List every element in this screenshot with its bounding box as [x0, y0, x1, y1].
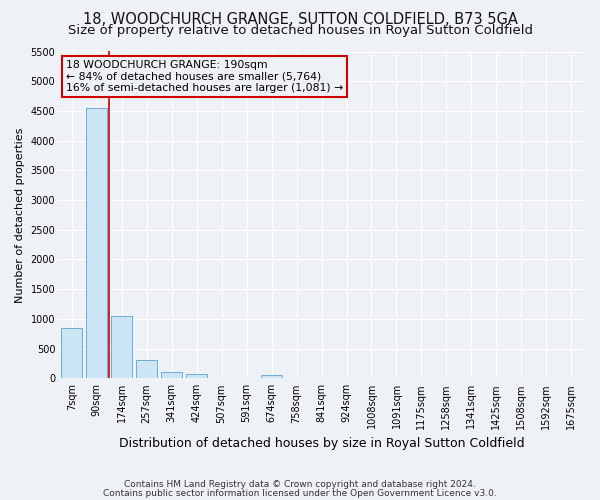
Bar	[111, 316, 133, 378]
Bar	[261, 376, 282, 378]
Bar	[161, 372, 182, 378]
Text: 18, WOODCHURCH GRANGE, SUTTON COLDFIELD, B73 5GA: 18, WOODCHURCH GRANGE, SUTTON COLDFIELD,…	[83, 12, 517, 28]
Text: Contains public sector information licensed under the Open Government Licence v3: Contains public sector information licen…	[103, 489, 497, 498]
Bar	[136, 360, 157, 378]
Bar	[61, 328, 82, 378]
Bar	[186, 374, 207, 378]
Text: Contains HM Land Registry data © Crown copyright and database right 2024.: Contains HM Land Registry data © Crown c…	[124, 480, 476, 489]
Text: Size of property relative to detached houses in Royal Sutton Coldfield: Size of property relative to detached ho…	[67, 24, 533, 37]
X-axis label: Distribution of detached houses by size in Royal Sutton Coldfield: Distribution of detached houses by size …	[119, 437, 524, 450]
Text: 18 WOODCHURCH GRANGE: 190sqm
← 84% of detached houses are smaller (5,764)
16% of: 18 WOODCHURCH GRANGE: 190sqm ← 84% of de…	[66, 60, 343, 93]
Bar	[86, 108, 107, 378]
Y-axis label: Number of detached properties: Number of detached properties	[15, 127, 25, 302]
